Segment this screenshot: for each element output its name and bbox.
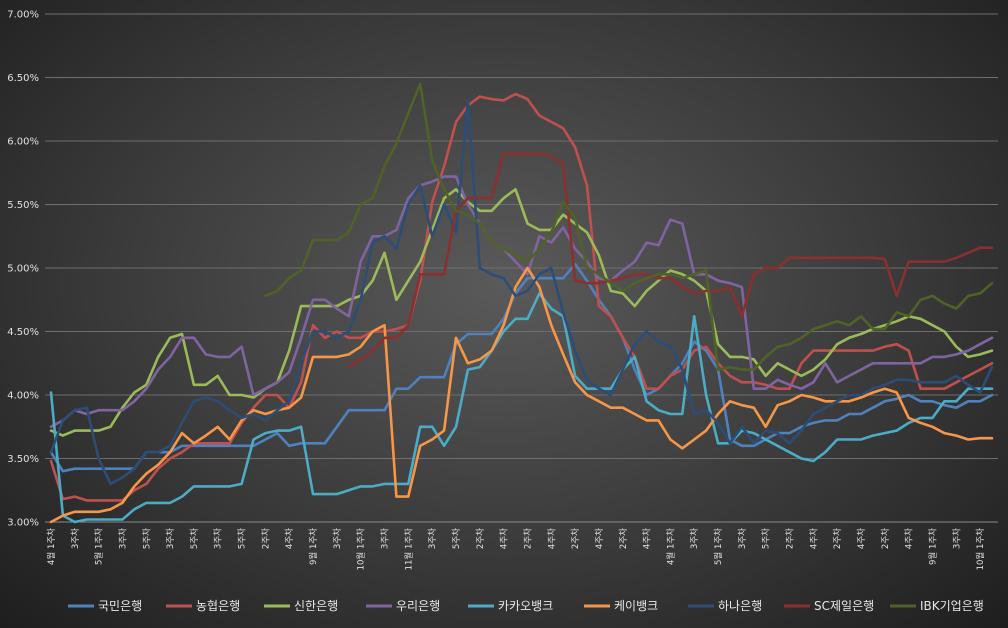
x-tick-label: 4월 1주차 <box>46 528 57 565</box>
x-tick-label: 10월 1주차 <box>356 528 367 571</box>
x-tick-label: 3주차 <box>690 528 700 549</box>
y-tick-label: 3.50% <box>7 454 39 465</box>
y-axis: 3.00% 3.50% 4.00% 4.50% 5.00% 5.50% 6.00% 6.50%… <box>7 10 39 529</box>
x-tick-label: 9월 1주차 <box>308 528 319 565</box>
x-tick-label: 3주차 <box>166 528 176 549</box>
series-line-6 <box>49 99 994 486</box>
legend-label: 케이뱅크 <box>614 599 658 613</box>
x-tick-label: 2주차 <box>881 528 891 549</box>
x-tick-label: 2주차 <box>786 528 796 549</box>
series-line-8 <box>264 82 994 371</box>
x-tick-label: 5주차 <box>142 528 152 549</box>
y-tick-label: 4.50% <box>7 327 39 338</box>
y-tick-label: 4.00% <box>7 391 39 402</box>
y-tick-label: 3.00% <box>7 518 39 529</box>
legend-label: 신한은행 <box>294 598 338 613</box>
legend-label: 우리은행 <box>396 598 440 613</box>
series-line-2 <box>49 188 994 437</box>
series-line-4 <box>49 292 994 524</box>
x-tick-label: 9월 1주차 <box>927 528 938 565</box>
x-tick-label: 4주차 <box>285 528 295 549</box>
series-line-7 <box>347 152 994 369</box>
legend-label: 카카오뱅크 <box>498 599 553 613</box>
x-tick-label: 2주차 <box>261 528 271 549</box>
legend: 국민은행 농협은행 신한은행 우리은행 카카오뱅크 케이뱅크 하나은행 SC제일은행 IBK기업… <box>68 598 984 613</box>
x-tick-label: 2주차 <box>523 528 533 549</box>
x-tick-label: 2주차 <box>476 528 486 549</box>
legend-label: 국민은행 <box>98 598 142 613</box>
legend-label: 하나은행 <box>718 598 762 613</box>
x-tick-label: 4주차 <box>643 528 653 549</box>
plot-area <box>49 82 994 524</box>
x-tick-label: 2주차 <box>833 528 843 549</box>
x-tick-label: 3주차 <box>952 528 962 549</box>
legend-label: 농협은행 <box>196 598 240 613</box>
x-axis: 4월 1주차 3주차 5월 1주차 3주차 5주차 3주차 5주차 3주차 5주차 2주차 4주차 9… <box>46 528 986 571</box>
x-tick-label: 2주차 <box>571 528 581 549</box>
x-tick-label: 4주차 <box>809 528 819 549</box>
x-tick-label: 5주차 <box>238 528 248 549</box>
x-tick-label: 5주차 <box>190 528 200 549</box>
x-tick-label: 2주차 <box>619 528 629 549</box>
y-tick-label: 5.50% <box>7 200 39 211</box>
x-tick-label: 5주차 <box>452 528 462 549</box>
legend-label: SC제일은행 <box>814 598 874 613</box>
x-tick-label: 5월 1주차 <box>713 528 724 565</box>
y-tick-label: 5.00% <box>7 264 39 275</box>
x-tick-label: 3주차 <box>214 528 224 549</box>
x-tick-label: 3주차 <box>738 528 748 549</box>
y-tick-label: 6.50% <box>7 73 39 84</box>
x-tick-label: 3주차 <box>118 528 128 549</box>
y-tick-label: 7.00% <box>7 10 39 21</box>
x-tick-label: 10월 1주차 <box>975 528 986 571</box>
x-tick-label: 4주차 <box>500 528 510 549</box>
x-tick-label: 5월 1주차 <box>94 528 105 565</box>
x-tick-label: 5주차 <box>762 528 772 549</box>
x-tick-label: 4주차 <box>595 528 605 549</box>
x-tick-label: 3주차 <box>333 528 343 549</box>
y-tick-label: 6.00% <box>7 137 39 148</box>
x-tick-label: 3주차 <box>428 528 438 549</box>
series-line-0 <box>49 262 994 473</box>
x-tick-label: 3주차 <box>71 528 81 549</box>
x-tick-label: 4주차 <box>857 528 867 549</box>
series-line-1 <box>49 92 994 502</box>
x-tick-label: 4월 1주차 <box>665 528 676 565</box>
x-tick-label: 4주차 <box>905 528 915 549</box>
series-line-3 <box>49 175 994 429</box>
x-tick-label: 4주차 <box>547 528 557 549</box>
x-tick-label: 3주차 <box>381 528 391 549</box>
x-tick-label: 11월 1주차 <box>403 528 414 571</box>
legend-label: IBK기업은행 <box>920 598 984 613</box>
